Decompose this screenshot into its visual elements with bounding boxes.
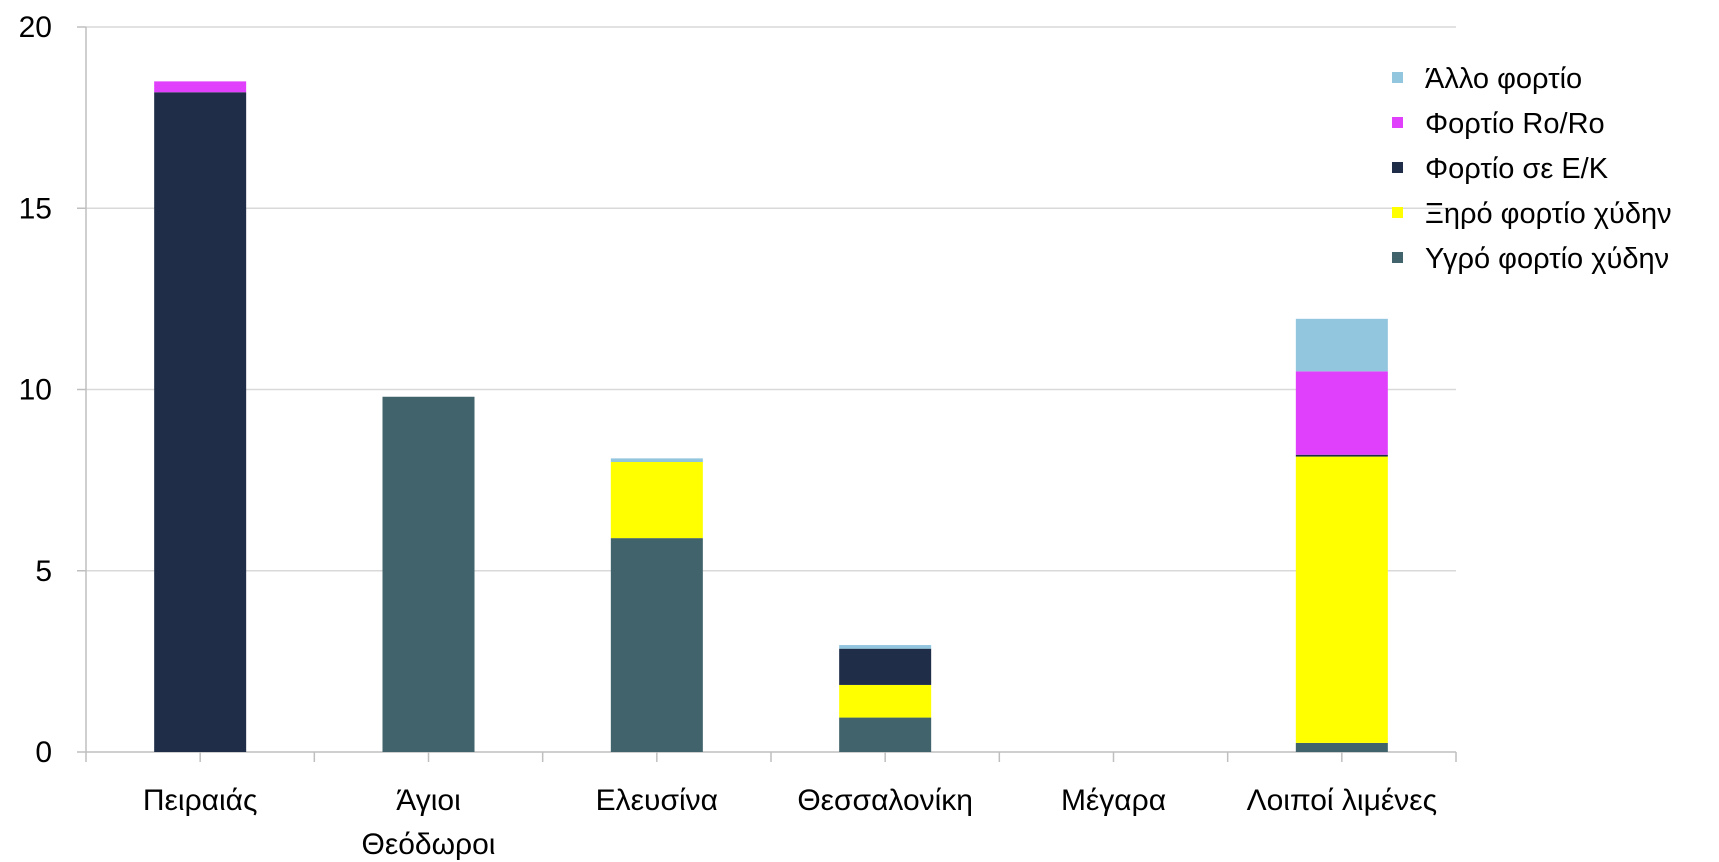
bar-segment (839, 717, 932, 752)
legend-swatch (1392, 72, 1403, 83)
legend: Άλλο φορτίο Φορτίο Ro/Ro Φορτίο σε Ε/Κ Ξηρό… (1392, 63, 1672, 275)
legend-swatch (1392, 252, 1403, 263)
y-tick-label: 15 (19, 192, 52, 225)
legend-label: Υγρό φορτίο χύδην (1425, 243, 1669, 275)
bar-segment (382, 396, 475, 752)
legend-swatch (1392, 162, 1403, 173)
bar-segment (839, 648, 932, 685)
y-tick-label: 10 (19, 374, 52, 407)
bars (154, 81, 1388, 752)
gridlines (86, 26, 1456, 572)
legend-swatch (1392, 207, 1403, 218)
x-category-label: Πειραιάς (143, 784, 258, 817)
legend-label: Φορτίο Ro/Ro (1425, 108, 1605, 140)
y-tick-label: 5 (35, 555, 52, 588)
legend-label: Άλλο φορτίο (1425, 63, 1582, 95)
bar-segment (839, 684, 932, 718)
bar-segment (610, 538, 703, 752)
bar-segment (610, 462, 703, 539)
axis-labels: 0 5 10 15 20 Πειραιάς Άγιοι Θεόδωροι Ελευσίνα Θεσ… (19, 11, 1437, 861)
y-tick-label: 20 (19, 11, 52, 44)
bar-segment (1295, 318, 1388, 372)
bar-segment (1295, 742, 1388, 752)
x-category-label: Άγιοι Θεόδωροι (362, 784, 496, 861)
legend-label: Ξηρό φορτίο χύδην (1425, 198, 1672, 230)
x-category-label: Μέγαρα (1061, 784, 1166, 817)
bar-segment (610, 458, 703, 462)
axes (77, 26, 1457, 762)
x-category-label: Ελευσίνα (596, 784, 718, 817)
bar-segment (1295, 454, 1388, 457)
bar-segment (1295, 371, 1388, 455)
legend-label: Φορτίο σε Ε/Κ (1425, 153, 1609, 185)
bar-segment (1295, 456, 1388, 743)
x-category-label: Λοιποί λιμένες (1247, 784, 1438, 817)
bar-segment (154, 92, 247, 752)
legend-swatch (1392, 117, 1403, 128)
y-tick-label: 0 (35, 736, 52, 769)
x-category-label: Θεσσαλονίκη (797, 784, 973, 817)
bar-segment (839, 645, 932, 649)
bar-segment (154, 81, 247, 93)
